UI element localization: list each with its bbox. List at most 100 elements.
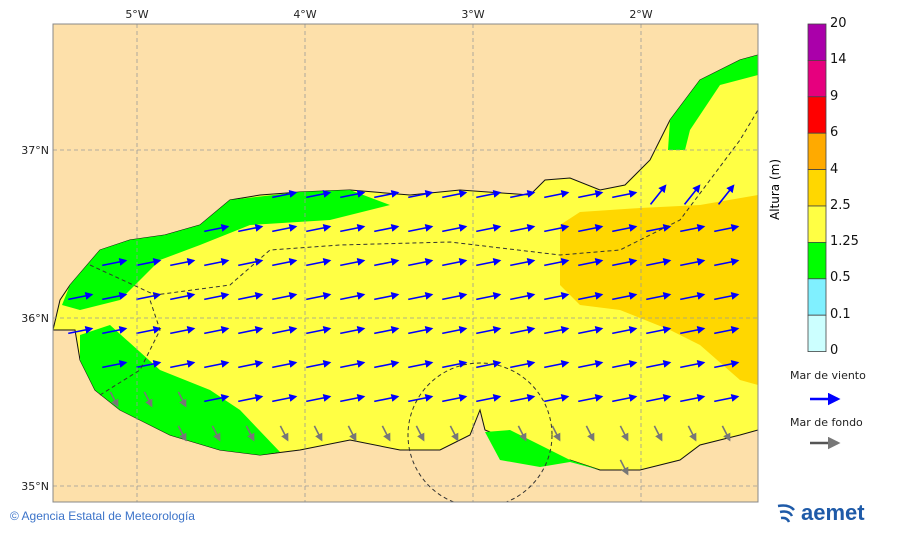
wind-sea-arrow [442,257,468,267]
wind-sea-arrow [646,359,672,369]
colorbar-tick: 9 [830,89,839,104]
wind-sea-arrow [476,223,502,233]
wind-sea-arrow [578,189,604,199]
aemet-swirl-icon [777,504,795,523]
wind-sea-arrow [717,184,735,205]
wind-sea-arrow [272,359,298,369]
colorbar-title: Altura (m) [768,158,782,220]
wind-sea-arrow [544,223,570,233]
wind-sea-arrow [340,393,366,403]
wind-sea-arrow [102,359,128,369]
wind-sea-arrow [306,189,332,199]
wind-sea-arrow [714,257,740,267]
wind-sea-arrow [714,393,740,403]
wind-sea-arrow [238,257,264,267]
wind-sea-arrow [680,291,706,301]
wind-sea-arrow [306,393,332,403]
wind-sea-arrow [646,291,672,301]
wind-sea-arrow [340,325,366,335]
wind-sea-arrow [136,291,162,301]
wind-sea-arrow [510,257,536,267]
wind-sea-arrow [680,393,706,403]
swell-arrow [415,425,425,442]
wind-sea-arrow [272,291,298,301]
wind-sea-arrow [476,325,502,335]
wind-sea-arrow [544,257,570,267]
wind-sea-arrow [272,257,298,267]
colorbar-tick: 20 [830,16,847,31]
wind-sea-arrow [714,359,740,369]
sea-area-orange [560,195,758,385]
swell-arrow [687,425,697,442]
colorbar-segment [807,205,827,243]
wind-sea-arrow [170,325,196,335]
colorbar-tick: 6 [830,125,839,140]
lat-label: 37°N [21,144,49,157]
wind-sea-arrow [238,359,264,369]
wind-sea-arrow [408,359,434,369]
wind-sea-arrow [102,257,128,267]
swell-arrow [177,391,187,408]
swell-arrow [551,425,561,442]
colorbar-segment [807,132,827,170]
wind-sea-arrow [680,223,706,233]
wind-sea-arrow [476,189,502,199]
wind-sea-arrow [612,223,638,233]
colorbar-tick: 4 [830,162,839,177]
wind-sea-arrow [68,325,94,335]
swell-arrow [449,425,459,442]
colorbar [807,23,827,353]
wind-sea-arrow [238,291,264,301]
wind-sea-arrow [442,359,468,369]
wind-sea-arrow [374,189,400,199]
wind-sea-arrow [170,291,196,301]
wind-sea-arrow [272,189,298,199]
colorbar-segment [807,23,827,61]
wind-sea-arrow [476,393,502,403]
wind-sea-arrow [238,393,264,403]
wind-sea-arrow [680,325,706,335]
swell-arrow [177,425,187,442]
lon-label: 2°W [629,8,652,21]
swell-arrow [721,425,731,442]
wind-sea-arrow [340,257,366,267]
wind-sea-arrow [612,393,638,403]
wind-sea-arrow [408,393,434,403]
wind-sea-arrow [544,189,570,199]
wind-sea-arrow [306,257,332,267]
swell-label: Mar de fondo [790,416,863,429]
colorbar-tick: 2.5 [830,198,851,213]
graticule [53,24,758,502]
sea-area-green-northeast [668,55,758,150]
sea-area-green-north [62,190,390,310]
longitude-labels: 5°W 4°W 3°W 2°W [125,8,652,21]
swell-arrow [619,425,629,442]
colorbar-tick: 1.25 [830,234,859,249]
wind-sea-arrow [306,223,332,233]
colorbar-tick: 0 [830,343,839,358]
colorbar-segment [807,169,827,207]
wind-sea-arrow [442,223,468,233]
wind-sea-arrow [510,393,536,403]
latitude-labels: 37°N 36°N 35°N [21,144,49,493]
wind-sea-arrow [612,291,638,301]
wind-sea-arrow [510,291,536,301]
lon-label: 5°W [125,8,148,21]
wind-sea-arrow [680,359,706,369]
swell-arrow [585,425,595,442]
wind-sea-arrow [170,257,196,267]
wind-sea-arrow [204,393,230,403]
colorbar-tick: 14 [830,52,847,67]
copyright-credit: © Agencia Estatal de Meteorología [10,509,195,523]
wind-sea-arrow [374,291,400,301]
wind-sea-arrow [102,325,128,335]
wind-sea-arrow [374,223,400,233]
wind-sea-arrow [578,291,604,301]
swell-arrow [245,425,255,442]
sea-area-green-southwest [80,325,280,455]
wind-sea-arrow [544,359,570,369]
wind-sea-arrow [714,325,740,335]
swell-arrow [211,425,221,442]
wind-sea-arrow [578,325,604,335]
wind-sea-arrow [476,257,502,267]
